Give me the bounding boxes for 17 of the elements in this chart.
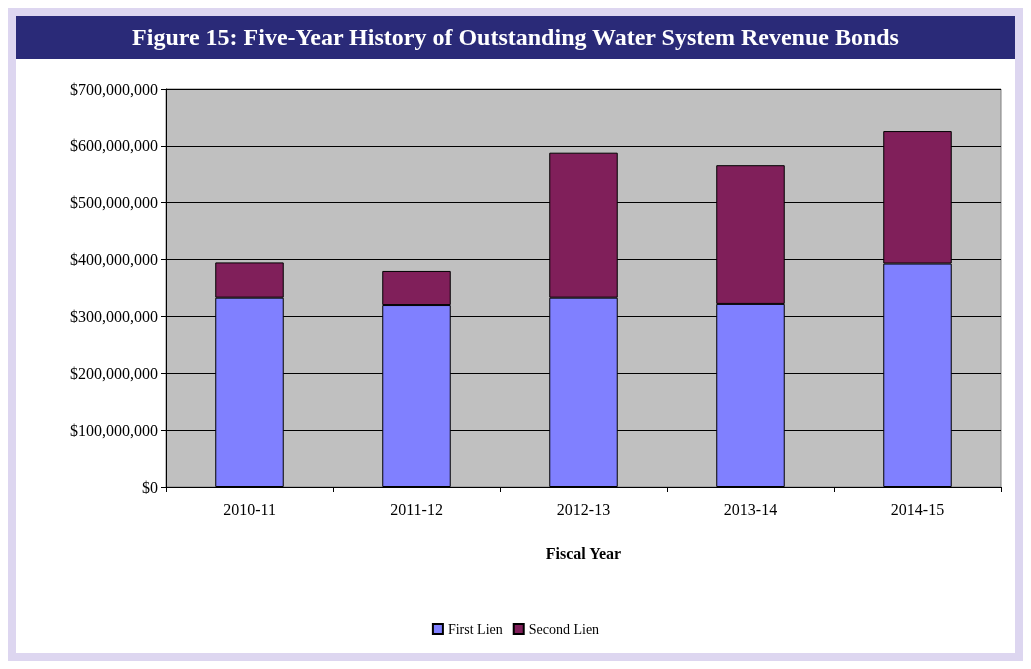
x-tick-label: 2012-13 xyxy=(556,500,611,518)
y-tick-label: $100,000,000 xyxy=(70,421,158,439)
x-tick-label: 2010-11 xyxy=(223,500,276,518)
x-tick-label: 2014-15 xyxy=(890,500,945,518)
y-tick-label: $300,000,000 xyxy=(70,307,158,325)
x-axis-title: Fiscal Year xyxy=(545,544,622,562)
y-tick-label: $700,000,000 xyxy=(70,80,158,98)
y-tick-label: $400,000,000 xyxy=(70,251,158,269)
y-tick-label: $500,000,000 xyxy=(70,194,158,212)
x-tick-label: 2013-14 xyxy=(723,500,778,518)
y-tick-label: $0 xyxy=(142,478,158,496)
chart-title: Figure 15: Five-Year History of Outstanding Water System Revenue Bonds xyxy=(16,16,1015,59)
y-tick-label: $600,000,000 xyxy=(70,137,158,155)
legend-label: Second Lien xyxy=(528,621,600,637)
legend-label: First Lien xyxy=(447,621,503,637)
y-tick-label: $200,000,000 xyxy=(70,364,158,382)
x-tick-label: 2011-12 xyxy=(390,500,443,518)
